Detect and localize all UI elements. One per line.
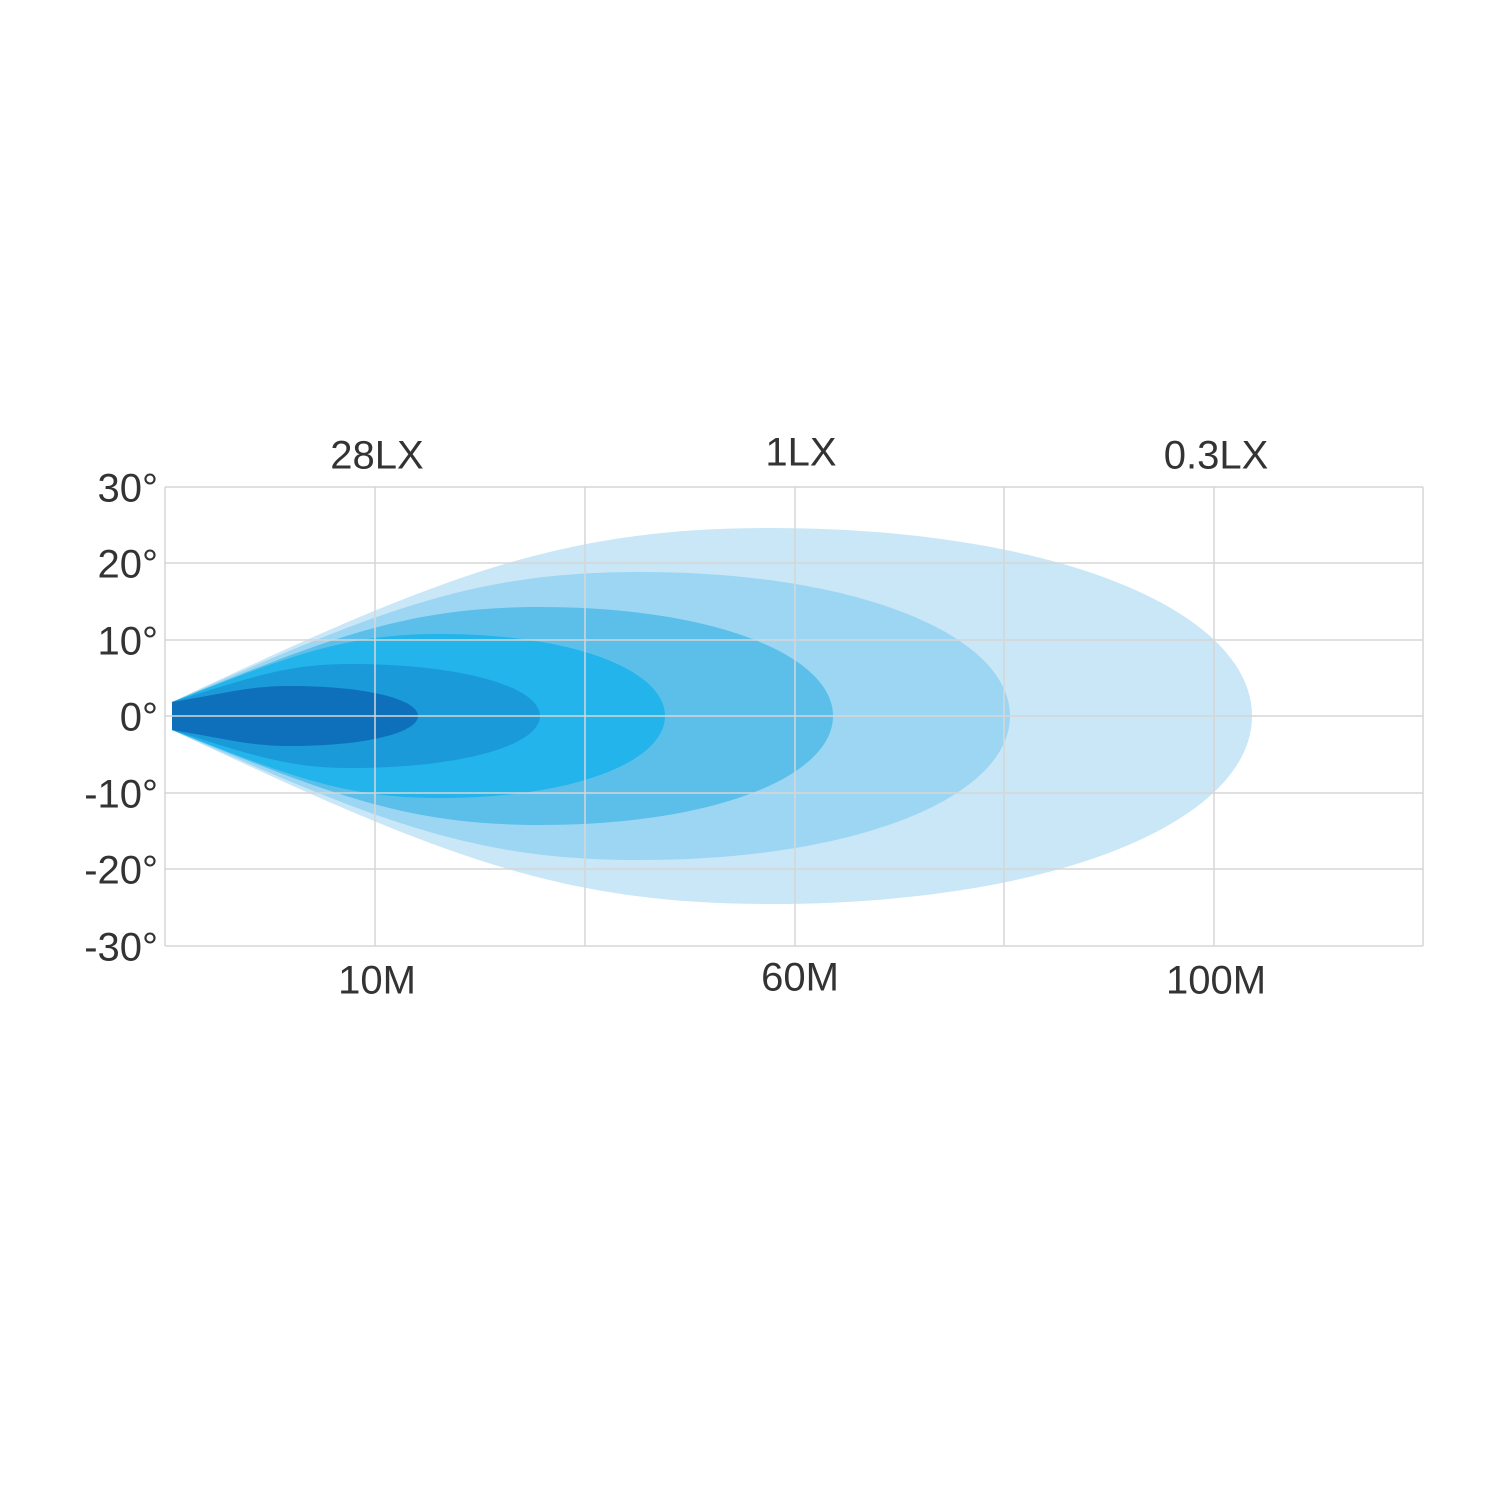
y-label: 30° <box>98 467 159 511</box>
y-label: -20° <box>84 849 158 893</box>
bottom-label: 60M <box>761 956 839 1000</box>
top-label: 1LX <box>765 431 836 475</box>
bottom-label: 100M <box>1166 959 1266 1003</box>
top-label: 0.3LX <box>1164 434 1269 478</box>
y-label: 20° <box>98 543 159 587</box>
top-label: 28LX <box>330 434 423 478</box>
grid <box>164 486 1424 947</box>
y-label: -30° <box>84 926 158 970</box>
y-label: -10° <box>84 773 158 817</box>
y-label: 10° <box>98 620 159 664</box>
labels: 30° 20° 10° 0° -10° -20° -30° 28LX 1LX 0.3LX 10M 60… <box>84 431 1268 1003</box>
bottom-label: 10M <box>338 959 416 1003</box>
y-label: 0° <box>120 696 158 740</box>
